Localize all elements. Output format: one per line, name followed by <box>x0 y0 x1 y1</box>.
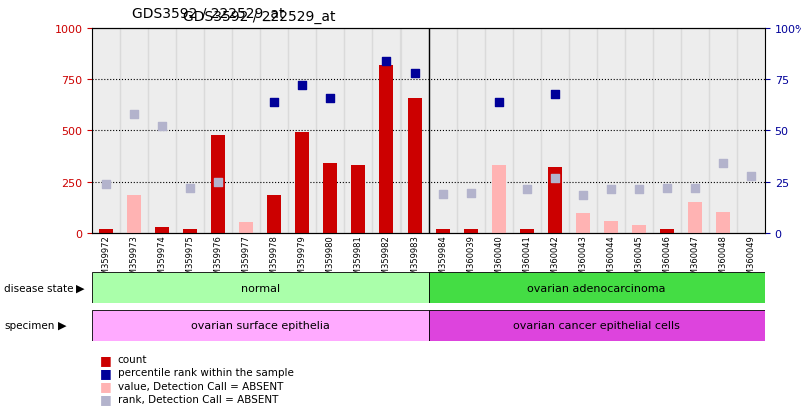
Bar <box>604 221 618 233</box>
Bar <box>176 29 204 233</box>
Bar <box>380 66 393 233</box>
Text: GDS3592 / 222529_at: GDS3592 / 222529_at <box>183 10 336 24</box>
Bar <box>120 29 148 233</box>
Point <box>548 91 561 97</box>
FancyBboxPatch shape <box>92 310 429 341</box>
Text: ovarian adenocarcinoma: ovarian adenocarcinoma <box>528 283 666 293</box>
Bar <box>260 29 288 233</box>
Bar <box>204 29 232 233</box>
Bar <box>660 229 674 233</box>
Bar <box>625 29 653 233</box>
Point <box>633 186 646 193</box>
Point <box>296 83 309 90</box>
Point <box>128 112 141 118</box>
Point <box>184 185 197 192</box>
Bar <box>372 29 400 233</box>
Bar <box>211 135 225 233</box>
Point <box>660 185 673 192</box>
Bar <box>429 29 457 233</box>
Point <box>604 186 617 193</box>
Text: ■: ■ <box>100 353 112 366</box>
Point <box>464 190 477 197</box>
Bar <box>464 229 477 233</box>
Bar <box>653 29 681 233</box>
Text: ▶: ▶ <box>58 320 66 330</box>
Bar <box>632 225 646 233</box>
Point <box>717 161 730 167</box>
Point <box>268 99 280 106</box>
Text: ■: ■ <box>100 392 112 406</box>
Bar <box>513 29 541 233</box>
Bar <box>296 133 309 233</box>
Point <box>576 192 589 199</box>
Bar <box>324 164 337 233</box>
Text: rank, Detection Call = ABSENT: rank, Detection Call = ABSENT <box>118 394 278 404</box>
Point <box>408 71 421 77</box>
Bar <box>148 29 176 233</box>
Bar <box>155 227 169 233</box>
Point <box>380 58 392 65</box>
Text: ovarian surface epithelia: ovarian surface epithelia <box>191 320 330 330</box>
Text: percentile rank within the sample: percentile rank within the sample <box>118 368 294 377</box>
Point <box>155 124 168 131</box>
Bar <box>548 168 562 233</box>
Bar <box>576 214 590 233</box>
Point <box>99 181 112 188</box>
Bar <box>99 229 113 233</box>
Bar <box>709 29 737 233</box>
Bar <box>569 29 597 233</box>
Bar <box>485 29 513 233</box>
Bar <box>288 29 316 233</box>
Bar <box>268 195 281 233</box>
Point <box>521 186 533 193</box>
Point <box>492 99 505 106</box>
Text: normal: normal <box>241 283 280 293</box>
Point <box>324 95 336 102</box>
Bar <box>716 213 730 233</box>
Text: value, Detection Call = ABSENT: value, Detection Call = ABSENT <box>118 381 283 391</box>
Point <box>436 191 449 198</box>
Bar <box>681 29 709 233</box>
Bar <box>541 29 569 233</box>
Bar <box>520 229 533 233</box>
Bar <box>183 229 197 233</box>
Text: specimen: specimen <box>4 320 54 330</box>
Point <box>688 185 702 192</box>
Text: GDS3592 / 222529_at: GDS3592 / 222529_at <box>132 7 284 21</box>
FancyBboxPatch shape <box>429 310 765 341</box>
Point <box>745 173 758 179</box>
Point <box>548 175 561 181</box>
Point <box>211 179 224 185</box>
Text: ovarian cancer epithelial cells: ovarian cancer epithelial cells <box>513 320 680 330</box>
Bar <box>316 29 344 233</box>
Bar <box>344 29 372 233</box>
Text: count: count <box>118 354 147 364</box>
Bar <box>457 29 485 233</box>
Bar <box>492 166 505 233</box>
Text: ▶: ▶ <box>76 283 85 293</box>
Bar <box>92 29 120 233</box>
Bar <box>597 29 625 233</box>
Bar <box>436 229 449 233</box>
Bar <box>352 166 365 233</box>
Text: ■: ■ <box>100 366 112 379</box>
Bar <box>127 195 141 233</box>
Text: ■: ■ <box>100 379 112 392</box>
Bar <box>408 98 421 233</box>
FancyBboxPatch shape <box>429 273 765 304</box>
Text: disease state: disease state <box>4 283 74 293</box>
Bar <box>688 203 702 233</box>
Bar <box>239 222 253 233</box>
FancyBboxPatch shape <box>92 273 429 304</box>
Bar <box>737 29 765 233</box>
Bar <box>400 29 429 233</box>
Bar <box>232 29 260 233</box>
